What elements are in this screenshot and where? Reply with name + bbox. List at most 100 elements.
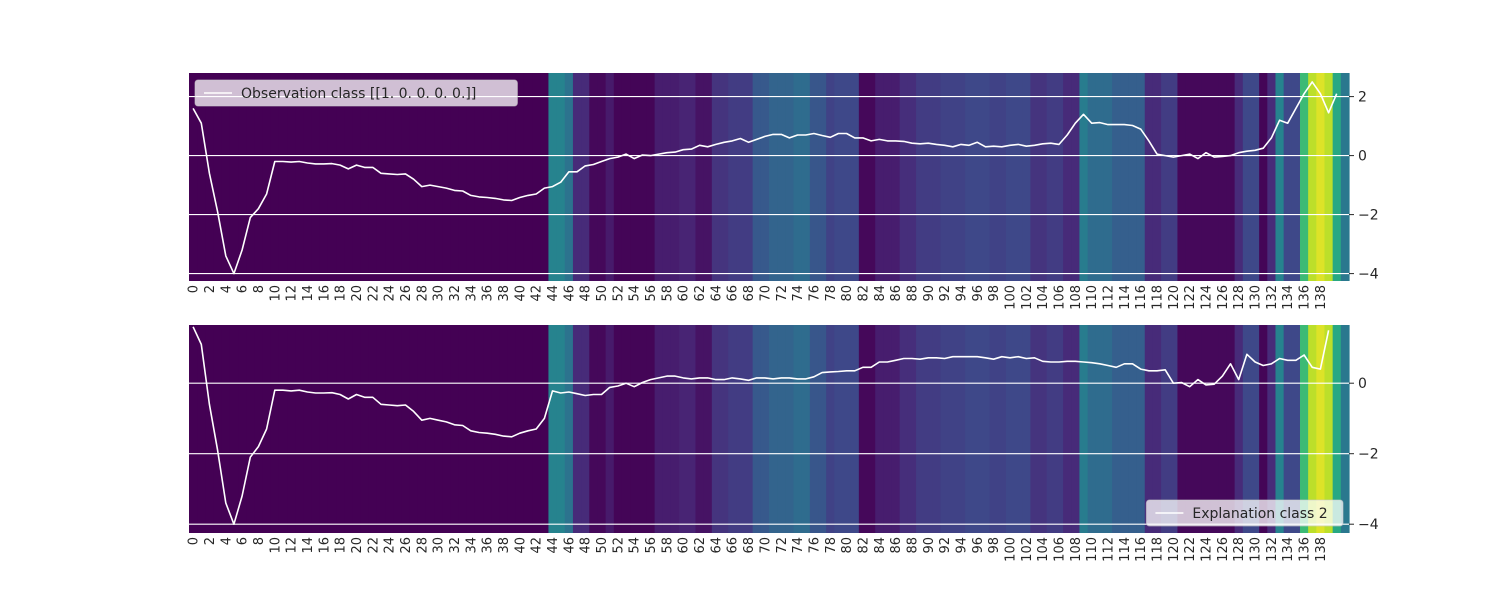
heatmap-cell [842, 325, 852, 533]
heatmap-cell [254, 325, 264, 533]
x-tick-label: 70 [758, 285, 773, 302]
x-tick-label: 100 [1004, 285, 1019, 310]
heatmap-cell [785, 73, 795, 281]
heatmap-cell [940, 73, 950, 281]
heatmap-cell [948, 325, 958, 533]
heatmap-cell [1079, 325, 1089, 533]
x-tick-label: 98 [987, 537, 1002, 554]
y-tick-label: 0 [1358, 149, 1367, 165]
heatmap-cell [989, 325, 999, 533]
heatmap-cell [1136, 325, 1146, 533]
x-tick-label: 130 [1249, 285, 1264, 310]
x-tick-label: 128 [1232, 285, 1247, 310]
heatmap-cell [278, 73, 288, 281]
heatmap-cell [450, 325, 460, 533]
heatmap-cell [238, 325, 247, 533]
x-tick-label: 94 [955, 285, 970, 302]
heatmap-cell [981, 325, 991, 533]
x-tick-label: 82 [856, 537, 871, 554]
heatmap-cell [1071, 325, 1081, 533]
x-tick-label: 6 [236, 285, 251, 293]
heatmap-cell [867, 325, 876, 533]
heatmap-cell [1283, 325, 1293, 533]
heatmap-cell [270, 325, 280, 533]
heatmap-cell [376, 325, 386, 533]
heatmap-cell [630, 73, 639, 281]
x-tick-label: 52 [611, 285, 626, 302]
x-tick-label: 42 [530, 285, 545, 302]
heatmap-cell [483, 325, 492, 533]
x-tick-label: 134 [1281, 537, 1296, 562]
heatmap-cell [523, 325, 533, 533]
heatmap-cell [1169, 325, 1179, 533]
heatmap-cell [1259, 73, 1268, 281]
heatmap-cell [1014, 73, 1023, 281]
heatmap-cell [670, 325, 680, 533]
x-tick-label: 30 [432, 285, 447, 302]
heatmap-cell [1267, 325, 1277, 533]
heatmap-cell [973, 325, 982, 533]
x-tick-label: 8 [252, 537, 267, 545]
heatmap-cell [867, 73, 876, 281]
x-tick-label: 106 [1053, 285, 1068, 310]
heatmap-cell [507, 325, 517, 533]
heatmap-cell [344, 325, 353, 533]
x-tick-label: 138 [1314, 537, 1329, 562]
heatmap-cell [303, 325, 313, 533]
x-tick-label: 66 [726, 285, 741, 302]
heatmap-cell [589, 325, 599, 533]
heatmap-cell [801, 73, 811, 281]
x-tick-label: 90 [922, 285, 937, 302]
heatmap-cell [1250, 73, 1260, 281]
heatmap-cell [621, 73, 631, 281]
x-tick-label: 14 [301, 537, 316, 554]
heatmap-cell [556, 325, 566, 533]
x-tick-label: 60 [677, 537, 692, 554]
x-tick-label: 84 [873, 537, 888, 554]
heatmap-cell [1308, 73, 1317, 281]
heatmap-cell [409, 73, 419, 281]
heatmap-cell [932, 73, 942, 281]
x-tick-label: 22 [366, 537, 381, 554]
heatmap-cell [638, 325, 648, 533]
heatmap-cell [744, 73, 754, 281]
x-tick-label: 54 [628, 285, 643, 302]
heatmap-cell [344, 73, 353, 281]
heatmap-cell [295, 325, 304, 533]
heatmap-cell [997, 73, 1007, 281]
heatmap-cell [401, 73, 411, 281]
x-tick-label: 26 [399, 285, 414, 302]
heatmap-cell [1193, 325, 1203, 533]
x-tick-label: 90 [922, 537, 937, 554]
heatmap-cell [809, 73, 819, 281]
y-tick-label: −4 [1358, 517, 1379, 533]
heatmap-cell [1038, 73, 1048, 281]
heatmap-cell [679, 325, 688, 533]
heatmap-cell [1046, 73, 1056, 281]
heatmap-cell [1291, 73, 1301, 281]
heatmap-cell [1063, 325, 1072, 533]
x-tick-label: 58 [660, 285, 675, 302]
x-tick-label: 48 [579, 285, 594, 302]
heatmap-cell [1120, 73, 1130, 281]
heatmap-cell [1193, 73, 1203, 281]
heatmap-cell [891, 73, 901, 281]
x-tick-label: 34 [464, 537, 479, 554]
heatmap-cell [924, 325, 933, 533]
heatmap-cell [752, 73, 762, 281]
x-tick-label: 28 [415, 537, 430, 554]
heatmap-cell [1022, 325, 1032, 533]
x-tick-label: 94 [955, 537, 970, 554]
y-tick-label: −4 [1358, 267, 1379, 283]
x-tick-label: 88 [906, 537, 921, 554]
x-tick-label: 114 [1118, 285, 1133, 310]
heatmap-cell [507, 73, 517, 281]
heatmap-cell [834, 325, 844, 533]
heatmap-cell [564, 325, 574, 533]
heatmap-cell [1201, 325, 1211, 533]
x-tick-label: 38 [497, 285, 512, 302]
x-tick-label: 0 [187, 537, 202, 545]
heatmap-cell [417, 73, 427, 281]
heatmap-cell [687, 73, 697, 281]
x-tick-label: 104 [1036, 537, 1051, 562]
